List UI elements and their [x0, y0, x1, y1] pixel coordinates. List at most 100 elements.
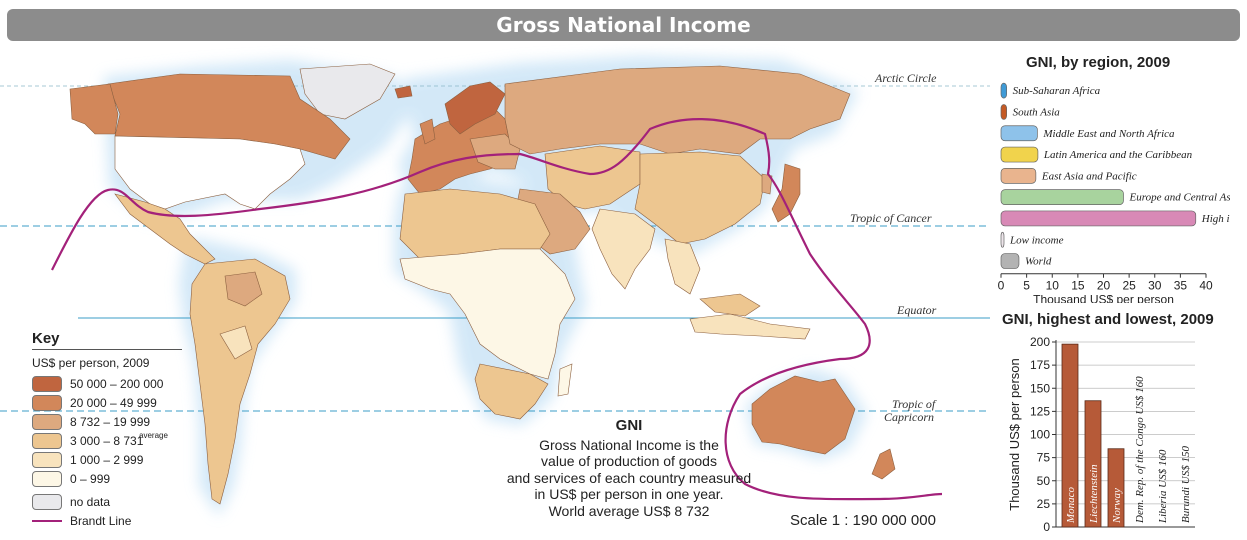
region-x-tick-label: 5: [1023, 279, 1030, 293]
region-bar: [1000, 231, 1005, 248]
key-swatch: [32, 451, 62, 468]
top-y-tick-label: 50: [1037, 474, 1051, 488]
key-label: 8 732 – 19 999: [70, 414, 151, 429]
region-bar-label: Middle East and North Africa: [1042, 128, 1175, 140]
key-label-brandt: Brandt Line: [70, 513, 132, 528]
usa: [114, 135, 306, 210]
region-bar: [1000, 104, 1007, 120]
region-bar-label: Latin America and the Caribbean: [1043, 149, 1193, 161]
region-x-tick-label: 35: [1174, 279, 1188, 293]
region-x-tick-label: 40: [1199, 279, 1213, 293]
key-row: 20 000 – 49 999: [32, 393, 242, 412]
region-x-tick-label: 10: [1046, 279, 1060, 293]
mexico: [114, 193, 216, 265]
region-bar: [1000, 82, 1007, 99]
gni-note-heading: GNI: [615, 417, 643, 434]
gni-note-line-2: value of production of goods: [541, 453, 717, 469]
key-subtitle: US$ per person, 2009: [32, 356, 150, 370]
key-swatch: [32, 413, 62, 430]
key-row-brandt: Brandt Line: [32, 511, 242, 530]
gni-note-line-5: World average US$ 8 732: [548, 502, 710, 519]
top-bar: [1084, 400, 1102, 528]
top-bar-label: Monaco: [1065, 486, 1077, 524]
key-row: 3 000 – 8 731: [32, 431, 242, 450]
top-chart-title: GNI, highest and lowest, 2009: [1002, 311, 1214, 328]
tropic-of-capricorn-label-1: Tropic of: [892, 397, 936, 411]
map-key: Key US$ per person, 2009 50 000 – 200 00…: [32, 330, 242, 530]
top-y-tick-label: 175: [1030, 358, 1050, 372]
equator-label: Equator: [897, 303, 937, 317]
top-bar-label: Liechtenstein: [1088, 464, 1100, 524]
south-america-bolivia: [219, 325, 253, 360]
iceland: [394, 85, 413, 99]
page-title: Gross National Income: [496, 13, 751, 37]
south-america-north: [224, 271, 263, 307]
map-scale: Scale 1 : 190 000 000: [790, 512, 936, 529]
malaysia: [699, 293, 761, 317]
key-label: 1 000 – 2 999: [70, 452, 144, 467]
region-bar: [1000, 146, 1039, 163]
gni-note-line-3: and services of each country measured: [506, 469, 752, 486]
region-bar-label: East Asia and Pacific: [1041, 170, 1137, 182]
title-bar: Gross National Income: [7, 9, 1240, 41]
uk: [419, 118, 436, 145]
key-swatch: [32, 375, 62, 392]
key-label: 50 000 – 200 000: [70, 376, 164, 391]
region-x-tick-label: 15: [1071, 279, 1085, 293]
region-chart: Sub-Saharan Africa South Asia Middle East …: [998, 82, 1230, 303]
top-bar: [1107, 448, 1125, 528]
key-average-note: average: [139, 431, 168, 440]
africa-central: [399, 248, 576, 380]
tropic-of-cancer-label: Tropic of Cancer: [850, 211, 932, 225]
gni-note: GNI Gross National Income is the value o…: [494, 417, 764, 519]
arctic-circle-label: Arctic Circle: [875, 71, 937, 85]
top-bar-label: Norway: [1111, 488, 1123, 524]
top-y-tick-label: 75: [1037, 451, 1051, 465]
brandt-line: [51, 118, 943, 501]
australia: [751, 375, 856, 455]
region-bar-label: South Asia: [1013, 106, 1061, 118]
region-x-axis-label: Thousand US$ per person: [1033, 293, 1174, 303]
top-bar-label: Dem. Rep. of the Congo US$ 160: [1134, 376, 1146, 524]
key-swatch-brandt: [32, 519, 62, 522]
gni-note-line-4: in US$ per person in one year.: [534, 486, 724, 502]
region-bar: [1000, 167, 1037, 184]
key-row: 1 000 – 2 999: [32, 450, 242, 469]
region-bar-label: Low income: [1009, 234, 1064, 246]
greenland: [299, 63, 396, 120]
top-y-tick-label: 100: [1030, 428, 1050, 442]
top-chart: 0 25 50 75 100 125 150 175 200 Thousand US$ per p…: [1007, 335, 1195, 534]
madagascar: [557, 363, 573, 397]
southern-africa: [474, 363, 549, 420]
key-label: 20 000 – 49 999: [70, 395, 157, 410]
region-bar: [1000, 210, 1197, 227]
key-items: 50 000 – 200 000 20 000 – 49 999 8 732 – 1…: [32, 374, 242, 488]
region-bar: [1000, 125, 1038, 142]
key-label: 3 000 – 8 731: [70, 433, 144, 448]
top-bar: [1061, 343, 1079, 528]
top-y-tick-label: 200: [1030, 335, 1050, 349]
top-bar-label: Burundi US$ 150: [1180, 446, 1192, 524]
world-map: [0, 55, 990, 517]
key-row: 8 732 – 19 999: [32, 412, 242, 431]
region-bar-label: Europe and Central Asia: [1128, 192, 1230, 204]
eastern-europe: [469, 133, 521, 170]
region-bar: [1000, 189, 1124, 206]
south-america: [189, 258, 291, 505]
top-y-tick-label: 150: [1030, 381, 1050, 395]
region-x-tick-label: 0: [998, 279, 1005, 293]
china: [634, 151, 766, 245]
key-label-nodata: no data: [70, 494, 111, 509]
key-row-nodata: no data: [32, 492, 242, 511]
key-row: 50 000 – 200 000: [32, 374, 242, 393]
top-y-tick-label: 25: [1037, 497, 1051, 511]
region-chart-title: GNI, by region, 2009: [1026, 54, 1171, 71]
region-bar-label: World: [1025, 256, 1052, 268]
india: [591, 208, 656, 290]
key-row: 0 – 999: [32, 469, 242, 488]
top-y-axis-label: Thousand US$ per person: [1007, 358, 1022, 510]
region-x-tick-label: 30: [1148, 279, 1162, 293]
region-bar: [1000, 253, 1020, 269]
top-y-tick-label: 125: [1030, 404, 1050, 418]
indonesia: [689, 313, 811, 340]
